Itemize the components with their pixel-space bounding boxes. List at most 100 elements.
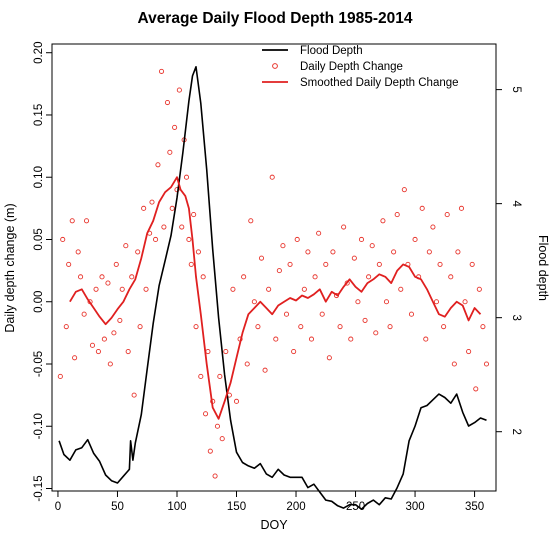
daily-depth-change-point (426, 249, 432, 255)
daily-depth-change-point (205, 348, 211, 355)
daily-depth-change-point (316, 230, 322, 236)
daily-depth-change-point (466, 348, 472, 355)
daily-depth-change-point (291, 348, 297, 355)
daily-depth-change-point (380, 218, 386, 224)
legend-swatch-point (272, 63, 278, 69)
daily-depth-change-point (191, 212, 197, 218)
daily-depth-change-point (383, 299, 390, 305)
daily-depth-change-point (362, 317, 368, 323)
y-right-tick-label: 2 (510, 429, 522, 435)
daily-depth-change-point (341, 224, 347, 230)
daily-depth-change-point (149, 199, 155, 205)
daily-depth-change-point (373, 330, 379, 336)
daily-depth-change-point (337, 324, 343, 330)
daily-depth-change-point (376, 261, 382, 267)
daily-depth-change-point (113, 261, 119, 267)
daily-depth-change-point (326, 355, 332, 361)
daily-depth-change-point (251, 299, 257, 305)
daily-depth-change-point (158, 68, 165, 74)
daily-depth-change-point (137, 324, 143, 330)
daily-depth-change-point (258, 255, 265, 261)
daily-depth-change-point (248, 218, 254, 224)
daily-depth-change-point (366, 274, 372, 280)
daily-depth-change-point (195, 249, 201, 255)
daily-depth-change-point (57, 373, 63, 379)
daily-depth-change-point (269, 174, 275, 180)
y-left-tick-label: -0.05 (33, 351, 45, 377)
daily-depth-change-point (69, 218, 75, 224)
x-tick-label: 200 (286, 501, 305, 513)
daily-depth-change-point (444, 212, 450, 218)
y-left-tick-label: 0.10 (33, 166, 45, 188)
daily-depth-change-point (93, 286, 99, 292)
daily-depth-change-point (198, 373, 204, 379)
daily-depth-change-point (348, 336, 354, 342)
daily-depth-change-point (430, 224, 436, 230)
y-right-tick-label: 4 (510, 200, 522, 207)
daily-depth-change-point (183, 174, 190, 180)
daily-depth-change-point (369, 243, 375, 249)
daily-depth-change-point (111, 330, 117, 336)
daily-depth-change-point (476, 286, 482, 292)
daily-depth-change-point (153, 236, 159, 243)
daily-depth-change-point (451, 361, 457, 367)
y-right-tick-label: 3 (510, 314, 522, 320)
daily-depth-change-point (305, 249, 311, 255)
x-tick-label: 0 (55, 501, 61, 513)
daily-depth-change-point (200, 274, 206, 280)
daily-depth-change-point (408, 311, 415, 317)
daily-depth-change-point (323, 261, 329, 267)
daily-depth-change-point (212, 473, 218, 479)
y-right-tick-label: 5 (510, 86, 522, 92)
daily-depth-change-point (394, 212, 400, 218)
daily-depth-change-point (391, 249, 397, 255)
daily-depth-change-point (355, 299, 361, 305)
daily-depth-change-point (233, 398, 240, 404)
daily-depth-change-point (99, 274, 105, 280)
x-tick-label: 300 (405, 501, 424, 513)
y-axis-left: -0.15 -0.10 -0.05 0.00 0.05 0.10 0.15 0.20 (33, 42, 52, 502)
daily-depth-change-point (462, 299, 468, 305)
daily-depth-change-point (188, 261, 194, 267)
daily-depth-change-point (107, 361, 113, 367)
y-left-tick-label: 0.15 (33, 104, 45, 126)
daily-depth-change-point (207, 448, 213, 454)
y-left-tick-label: -0.10 (33, 413, 45, 439)
daily-depth-change-point (217, 373, 223, 379)
chart-title: Average Daily Flood Depth 1985-2014 (137, 10, 412, 27)
x-axis: 0 50 100 150 200 250 300 350 (55, 491, 484, 513)
x-tick-label: 100 (167, 501, 186, 513)
y-axis-right: 2 3 4 5 (496, 86, 522, 435)
daily-depth-change-point (141, 205, 147, 211)
daily-depth-change-point (169, 205, 175, 211)
plot-area (57, 66, 490, 510)
daily-depth-change-point (161, 224, 167, 230)
y-left-tick-label: 0.00 (33, 291, 45, 313)
daily-depth-change-point (312, 274, 318, 280)
daily-depth-change-point (219, 436, 225, 442)
daily-depth-change-point (193, 324, 199, 330)
x-tick-label: 150 (227, 501, 246, 513)
daily-depth-change-point (155, 162, 161, 168)
daily-depth-change-point (469, 261, 475, 267)
daily-depth-change-point (255, 324, 261, 330)
daily-depth-change-point (135, 249, 141, 255)
x-tick-label: 250 (346, 501, 365, 513)
daily-depth-change-point (483, 361, 490, 367)
daily-depth-change-point (89, 342, 96, 348)
daily-depth-change-point (473, 386, 479, 392)
daily-depth-change-point (266, 286, 272, 292)
daily-depth-change-point (276, 268, 282, 274)
smoothed-daily-depth-change-line (69, 176, 482, 420)
daily-depth-change-point (83, 218, 90, 224)
daily-depth-change-point (301, 286, 307, 292)
daily-depth-change-point (480, 324, 486, 330)
daily-depth-change-point (280, 243, 286, 249)
daily-depth-change-point (319, 311, 325, 317)
daily-depth-change-point (186, 236, 192, 243)
daily-depth-change-point (164, 99, 171, 106)
daily-depth-change-point (143, 286, 149, 292)
daily-depth-change-point (125, 348, 131, 355)
daily-depth-change-point (172, 124, 178, 130)
y-left-tick-label: -0.15 (33, 475, 45, 501)
